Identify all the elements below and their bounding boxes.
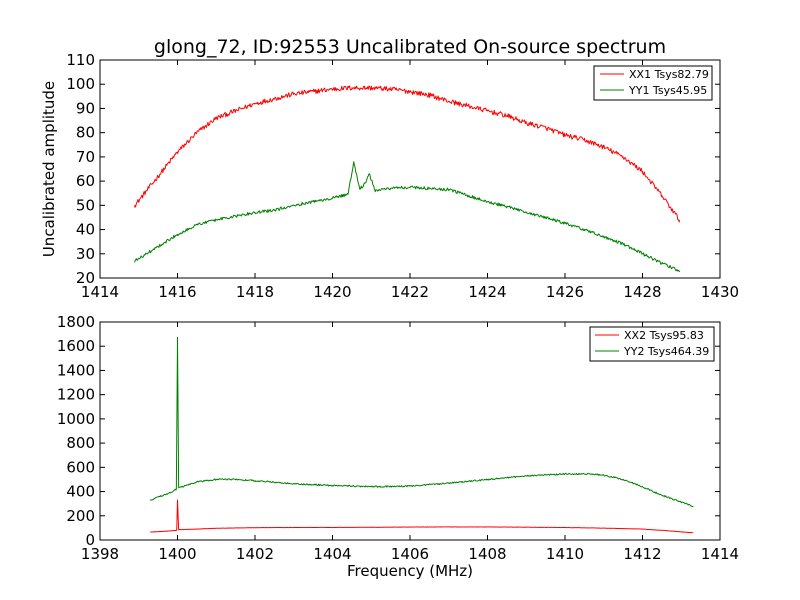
bottom-y-tick-label: 200 xyxy=(66,507,95,525)
top-axis-ticks: 1414 1416 1418 1420 1422 1424 1426 1428 1430 20 30… xyxy=(66,51,739,301)
bottom-x-tick-label: 1408 xyxy=(468,545,506,563)
top-y-tick-label: 70 xyxy=(76,148,95,166)
bottom-y-tick-label: 600 xyxy=(66,458,95,476)
bottom-series-line-0 xyxy=(149,499,694,534)
top-y-tick-label: 110 xyxy=(66,51,95,69)
top-y-tick-label: 60 xyxy=(76,172,95,190)
top-x-tick-label: 1428 xyxy=(623,283,661,301)
top-x-tick-label: 1426 xyxy=(546,283,584,301)
bottom-legend: XX2 Tsys95.83 YY2 Tsys464.39 xyxy=(589,326,715,362)
top-series-line-0 xyxy=(134,85,680,223)
top-y-tick-label: 50 xyxy=(76,196,95,214)
bottom-y-tick-label: 400 xyxy=(66,483,95,501)
top-legend: XX1 Tsys82.79 YY1 Tsys45.95 xyxy=(593,65,713,101)
top-x-tick-label: 1414 xyxy=(81,283,119,301)
top-plot-lines xyxy=(134,85,680,273)
bottom-y-tick-label: 1000 xyxy=(57,410,95,428)
top-x-tick-label: 1416 xyxy=(158,283,196,301)
bottom-x-tick-label: 1402 xyxy=(236,545,274,563)
top-series-line-1 xyxy=(134,161,680,273)
legend-label-yy1: YY1 Tsys45.95 xyxy=(628,84,707,97)
bottom-x-tick-label: 1410 xyxy=(546,545,584,563)
legend-label-xx2: XX2 Tsys95.83 xyxy=(624,329,704,342)
bottom-x-tick-label: 1412 xyxy=(623,545,661,563)
top-y-tick-label: 80 xyxy=(76,124,95,142)
top-y-tick-label: 30 xyxy=(76,245,95,263)
bottom-y-tick-label: 1200 xyxy=(57,386,95,404)
top-x-tick-label: 1424 xyxy=(468,283,506,301)
top-x-tick-label: 1422 xyxy=(391,283,429,301)
bottom-y-tick-label: 800 xyxy=(66,434,95,452)
bottom-y-tick-label: 1800 xyxy=(57,313,95,331)
top-x-tick-label: 1418 xyxy=(236,283,274,301)
bottom-x-tick-label: 1398 xyxy=(81,545,119,563)
top-x-tick-label: 1430 xyxy=(701,283,739,301)
top-y-tick-label: 90 xyxy=(76,99,95,117)
bottom-x-tick-label: 1404 xyxy=(313,545,351,563)
bottom-y-tick-label: 0 xyxy=(85,531,95,549)
top-y-tick-label: 20 xyxy=(76,269,95,287)
bottom-y-tick-label: 1600 xyxy=(57,337,95,355)
figure-title: glong_72, ID:92553 Uncalibrated On-sourc… xyxy=(154,36,666,58)
top-y-tick-label: 40 xyxy=(76,221,95,239)
bottom-axis-ticks: 1398 1400 1402 1404 1406 1408 1410 1412 1414 0 200… xyxy=(57,313,739,563)
x-axis-label: Frequency (MHz) xyxy=(347,562,473,580)
bottom-y-tick-label: 1400 xyxy=(57,361,95,379)
bottom-x-tick-label: 1406 xyxy=(391,545,429,563)
top-legend-box xyxy=(593,65,713,101)
bottom-x-tick-label: 1414 xyxy=(701,545,739,563)
legend-label-yy2: YY2 Tsys464.39 xyxy=(623,345,709,358)
y-axis-label: Uncalibrated amplitude xyxy=(40,81,58,257)
bottom-subplot: 1398 1400 1402 1404 1406 1408 1410 1412 1414 0 200… xyxy=(57,313,739,563)
top-subplot: 1414 1416 1418 1420 1422 1424 1426 1428 1430 20 30… xyxy=(66,51,739,301)
bottom-plot-lines xyxy=(149,336,694,534)
legend-label-xx1: XX1 Tsys82.79 xyxy=(629,68,709,81)
bottom-series-line-1 xyxy=(149,336,694,508)
top-y-tick-label: 100 xyxy=(66,75,95,93)
bottom-legend-box xyxy=(589,326,715,362)
bottom-x-tick-label: 1400 xyxy=(158,545,196,563)
top-x-tick-label: 1420 xyxy=(313,283,351,301)
